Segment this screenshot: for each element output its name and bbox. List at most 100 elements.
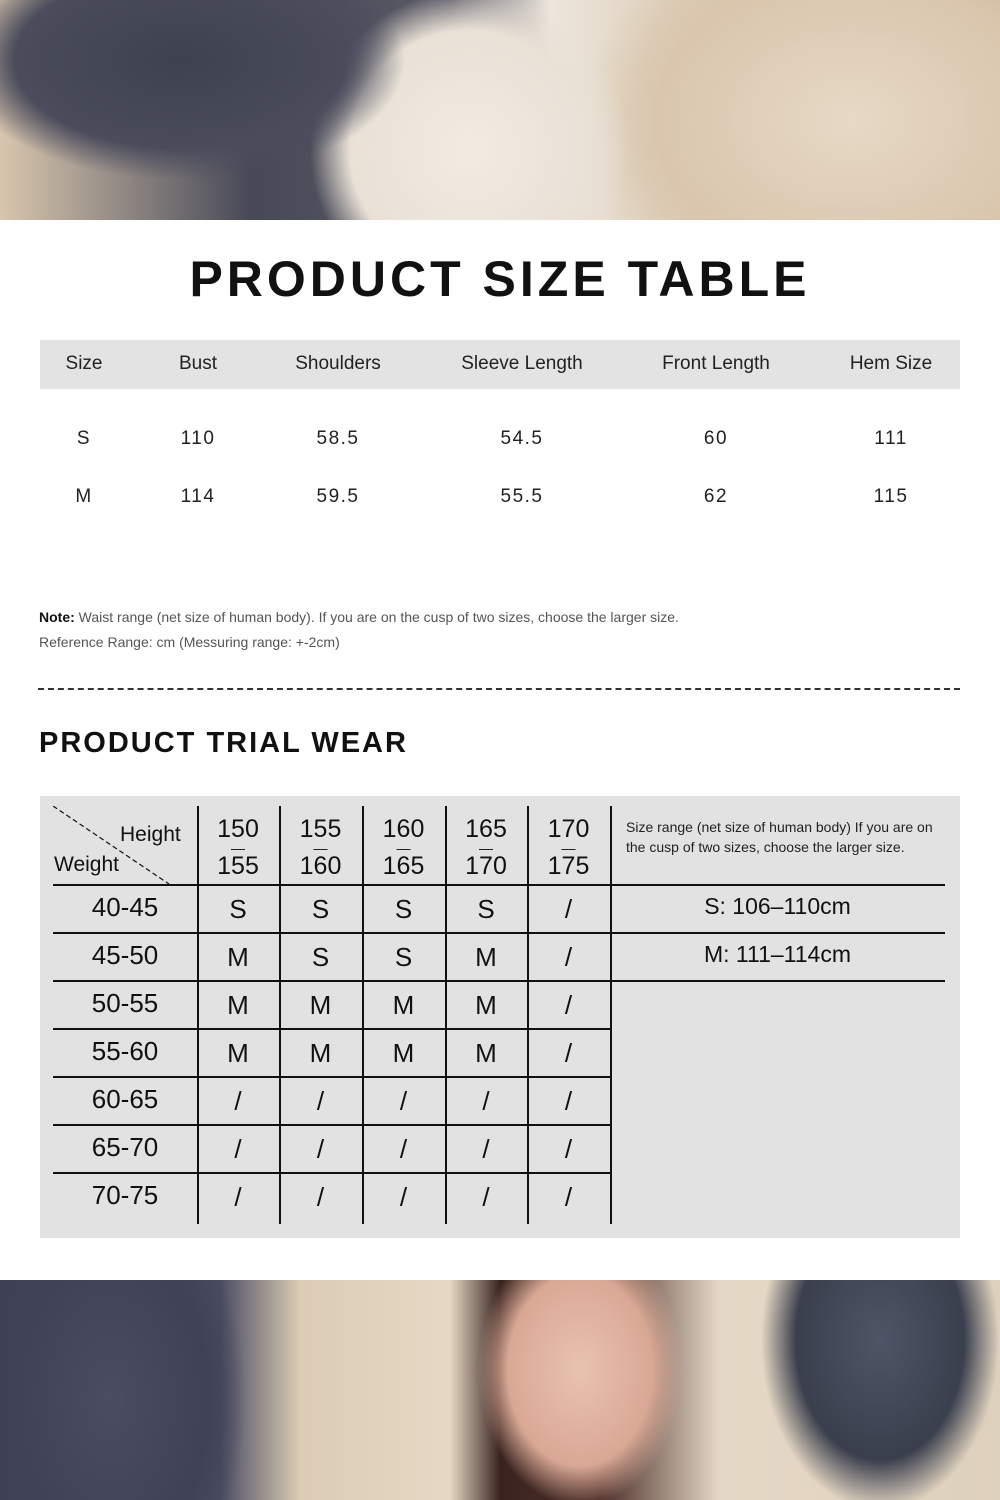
- product-photo-top: [0, 0, 1000, 220]
- height-range-separator: —: [479, 840, 493, 856]
- grid-line: [445, 806, 447, 1224]
- table-cell: 111: [874, 428, 908, 449]
- note-text: Waist range (net size of human body). If…: [78, 609, 679, 625]
- weight-label: 65-70: [91, 1132, 159, 1162]
- weight-label: 55-60: [91, 1036, 159, 1066]
- diagonal-divider: [53, 806, 170, 885]
- size-cell: /: [564, 1134, 573, 1164]
- size-cell: /: [316, 1134, 325, 1164]
- grid-line: [53, 980, 945, 982]
- grid-line: [53, 1124, 610, 1126]
- column-header: Shoulders: [295, 353, 381, 374]
- size-range: S: 106–110cm: [704, 893, 851, 919]
- table-cell: S: [76, 428, 92, 449]
- height-range-separator: —: [231, 840, 245, 856]
- size-cell: M: [227, 1038, 249, 1068]
- dashed-divider: [38, 688, 960, 690]
- product-photo-bottom: [0, 1280, 1000, 1500]
- column-header: Hem Size: [849, 353, 933, 374]
- size-range: M: 111–114cm: [703, 941, 852, 967]
- size-cell: M: [392, 1038, 415, 1068]
- height-range-start: 165: [465, 815, 507, 843]
- grid-line: [53, 932, 945, 934]
- grid-line: [53, 1028, 610, 1030]
- size-cell: S: [229, 894, 247, 924]
- grid-line: [279, 806, 281, 1224]
- size-cell: /: [564, 990, 573, 1020]
- height-range-start: 155: [299, 815, 342, 843]
- size-cell: M: [227, 990, 249, 1020]
- table-cell: 58.5: [316, 428, 360, 449]
- size-cell: /: [564, 894, 573, 924]
- size-cell: S: [477, 894, 495, 924]
- size-cell: /: [234, 1182, 242, 1212]
- size-cell: M: [309, 990, 332, 1020]
- weight-label: 70-75: [91, 1180, 159, 1210]
- size-range-note: Size range (net size of human body) If y…: [626, 819, 933, 855]
- size-cell: /: [564, 1038, 573, 1068]
- height-range-start: 160: [382, 815, 425, 843]
- trial-title: PRODUCT TRIAL WEAR: [39, 727, 408, 759]
- size-cell: M: [392, 990, 415, 1020]
- size-cell: M: [309, 1038, 332, 1068]
- height-range-end: 155: [217, 852, 259, 880]
- weight-label: 45-50: [91, 940, 159, 970]
- height-range-end: 165: [382, 852, 425, 880]
- grid-line: [53, 884, 945, 886]
- table-cell: 54.5: [500, 428, 544, 449]
- grid-line: [362, 806, 364, 1224]
- size-cell: /: [564, 1182, 573, 1212]
- height-range-end: 160: [299, 852, 342, 880]
- size-cell: M: [475, 1038, 497, 1068]
- size-cell: M: [227, 942, 249, 972]
- table-cell: 110: [180, 428, 216, 449]
- size-cell: S: [394, 942, 413, 972]
- weight-label: 50-55: [91, 988, 159, 1018]
- table-cell: 55.5: [500, 486, 544, 507]
- size-cell: /: [482, 1134, 490, 1164]
- table-cell: 59.5: [316, 486, 360, 507]
- size-cell: /: [399, 1086, 408, 1116]
- corner-height-label: Height: [120, 823, 181, 846]
- grid-line: [527, 806, 529, 1224]
- corner-weight-label: Weight: [54, 853, 119, 876]
- size-cell: S: [394, 894, 413, 924]
- size-cell: S: [311, 942, 330, 972]
- grid-line: [53, 1172, 610, 1174]
- height-range-end: 175: [547, 852, 590, 880]
- size-cell: /: [564, 1086, 573, 1116]
- size-cell: /: [399, 1134, 408, 1164]
- table-cell: 62: [703, 486, 729, 507]
- size-cell: /: [482, 1182, 490, 1212]
- weight-label: 40-45: [91, 892, 159, 922]
- column-header: Bust: [178, 353, 218, 374]
- reference-range: Reference Range: cm (Messuring range: +-…: [39, 634, 340, 650]
- note-label: Note:: [39, 609, 75, 625]
- table-cell: 115: [873, 486, 909, 507]
- page-title: PRODUCT SIZE TABLE: [189, 251, 811, 307]
- grid-line: [197, 806, 199, 1224]
- height-range-separator: —: [396, 840, 411, 856]
- grid-line: [610, 806, 612, 1224]
- grid-line: [53, 1076, 610, 1078]
- size-cell: /: [564, 942, 573, 972]
- height-range-separator: —: [313, 840, 328, 856]
- size-cell: /: [234, 1134, 242, 1164]
- column-header: Size: [65, 353, 103, 374]
- size-cell: /: [482, 1086, 490, 1116]
- size-cell: /: [399, 1182, 408, 1212]
- height-range-separator: —: [561, 840, 576, 856]
- size-cell: /: [316, 1086, 325, 1116]
- table-cell: 114: [180, 486, 216, 507]
- size-cell: S: [311, 894, 330, 924]
- height-range-start: 150: [217, 815, 259, 843]
- height-range-start: 170: [547, 815, 590, 843]
- size-cell: M: [475, 942, 497, 972]
- size-cell: /: [316, 1182, 325, 1212]
- size-cell: /: [234, 1086, 242, 1116]
- height-range-end: 170: [465, 852, 507, 880]
- note: Note: Waist range (net size of human bod…: [39, 605, 679, 655]
- weight-label: 60-65: [91, 1084, 159, 1114]
- size-cell: M: [475, 990, 497, 1020]
- table-cell: 60: [703, 428, 729, 449]
